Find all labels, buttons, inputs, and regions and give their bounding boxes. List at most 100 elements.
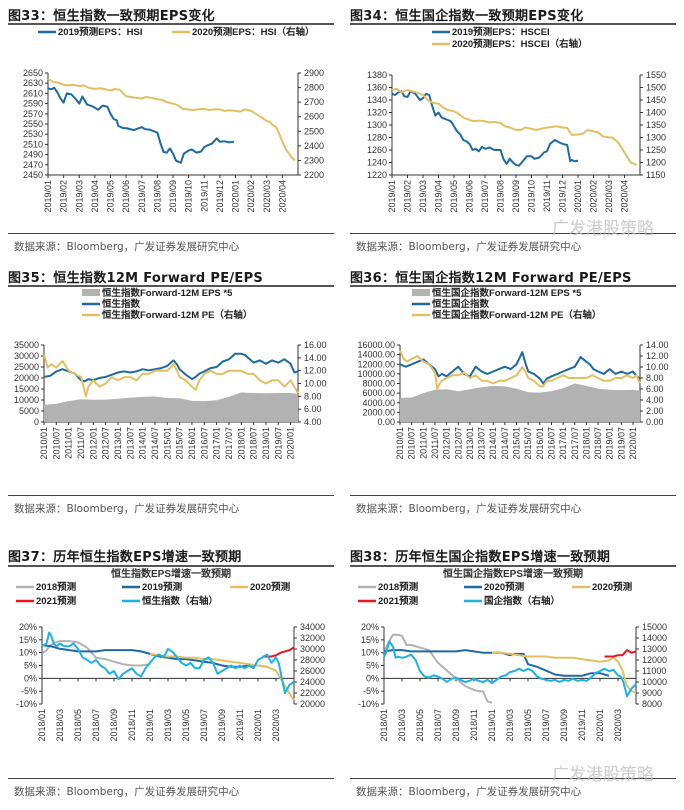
legend-item: 2019预测EPS：HSCEI <box>432 26 550 38</box>
legend-label: 2020预测 <box>484 581 525 593</box>
series-line <box>391 87 638 166</box>
y-tick-label: 1320 <box>367 108 387 118</box>
x-tick-label: 2017/01 <box>558 427 568 460</box>
x-tick-label: 2013/01 <box>465 427 475 460</box>
x-tick-label: 2015/07 <box>175 427 185 460</box>
y-tick-label: 15% <box>19 635 37 645</box>
series-line <box>399 351 641 385</box>
legend-label: 2020预测 <box>250 581 291 593</box>
legend-item: 国企指数（右轴） <box>464 595 560 607</box>
figure-37-panel: 图37：历年恒生指数EPS增速一致预期 恒生指数EPS增速一致预期 2018预测 2… <box>0 540 342 810</box>
x-tick-label: 2015/01 <box>512 427 522 460</box>
y-tick-label: 5% <box>366 661 379 671</box>
chart-fig36: 恒生国企指数Forward-12M EPS *5恒生国企指数恒生国企指数Forw… <box>357 287 669 460</box>
legend-label: 恒生指数Forward-12M EPS *5 <box>102 287 233 299</box>
y-tick-label: 2550 <box>23 119 43 129</box>
y2-tick-label: 16.00 <box>304 340 327 350</box>
x-tick-label: 2019/07 <box>480 180 490 213</box>
x-tick-label: 2019/10 <box>527 180 537 213</box>
x-tick-label: 2017/07 <box>224 427 234 460</box>
x-tick-label: 2020/01 <box>595 709 605 742</box>
y-tick-label: 2530 <box>23 129 43 139</box>
x-tick-label: 2011/07 <box>76 427 86 459</box>
y2-tick-label: 2900 <box>304 68 324 78</box>
source-divider <box>8 495 334 496</box>
x-tick-label: 2019/11 <box>199 180 209 212</box>
y2-tick-label: 1250 <box>646 145 666 155</box>
legend-swatch <box>412 289 430 296</box>
x-tick-label: 2019/12 <box>215 180 225 213</box>
y-tick-label: -10% <box>358 699 379 709</box>
series-line <box>399 350 641 390</box>
y-tick-label: 2630 <box>23 78 43 88</box>
x-tick-label: 2012/07 <box>453 427 463 460</box>
figure-33-panel: 图33：恒生指数一致预期EPS变化 2019预测EPS：HSI 2020预测EPS… <box>0 0 342 258</box>
series-line <box>43 354 299 398</box>
x-tick-label: 2020/01 <box>628 427 638 460</box>
legend-label: 2020预测 <box>592 581 633 593</box>
y-tick-label: 25000 <box>14 362 39 372</box>
y-tick-label: 1380 <box>367 70 387 80</box>
legend-label: 2021预测 <box>378 595 419 607</box>
x-tick-label: 2019/09 <box>217 709 227 742</box>
y2-tick-label: 6.00 <box>646 384 664 394</box>
y2-tick-label: 24000 <box>300 677 325 687</box>
y-tick-label: 14000.00 <box>357 350 395 360</box>
y2-tick-label: 2800 <box>304 83 324 93</box>
legend-item: 2020预测 <box>464 581 525 593</box>
y-tick-label: 1240 <box>367 158 387 168</box>
y2-tick-label: 14.00 <box>646 340 669 350</box>
source-note: 数据来源：Bloomberg，广发证券发展研究中心 <box>356 786 582 798</box>
figure-34-panel: 图34：恒生国企指数一致预期EPS变化 2019预测EPS：HSCEI 2020预… <box>342 0 684 258</box>
x-tick-label: 2019/05 <box>181 709 191 742</box>
y2-tick-label: 1500 <box>646 83 666 93</box>
legend-label: 恒生指数Forward-12M PE（右轴） <box>102 309 252 321</box>
x-tick-label: 2020/02 <box>589 180 599 213</box>
x-tick-label: 2016/01 <box>535 427 545 460</box>
x-tick-label: 2018/03 <box>55 709 65 742</box>
title-divider <box>8 23 334 25</box>
x-tick-label: 2019/07 <box>273 427 283 460</box>
x-tick-label: 2018/09 <box>109 709 119 742</box>
y-tick-label: 4000.00 <box>362 398 395 408</box>
series-line <box>41 644 268 668</box>
legend-item: 恒生指数 <box>82 298 141 310</box>
x-tick-label: 2019/03 <box>505 709 515 742</box>
legend-label: 2019预测 <box>142 581 183 593</box>
legend-item: 2018预测 <box>16 581 77 593</box>
y-tick-label: 15000 <box>14 384 39 394</box>
x-tick-label: 2013/07 <box>125 427 135 460</box>
x-tick-label: 2018/05 <box>73 709 83 742</box>
figure-title: 图36：恒生国企指数12M Forward PE/EPS <box>350 271 632 286</box>
x-tick-label: 2019/05 <box>449 180 459 213</box>
x-tick-label: 2019/04 <box>434 180 444 213</box>
y2-tick-label: 1400 <box>646 108 666 118</box>
chart-fig37: 恒生指数EPS增速一致预期 2018预测 2019预测 2020预测 2021预测 恒生指… <box>16 567 325 742</box>
figure-title: 图38：历年恒生国企指数EPS增速一致预期 <box>350 550 611 565</box>
legend-label: 2020预测EPS：HSCEI（右轴） <box>452 38 588 50</box>
x-tick-label: 2020/03 <box>613 709 623 742</box>
y2-tick-label: 32000 <box>300 633 325 643</box>
x-tick-label: 2018/05 <box>415 709 425 742</box>
legend-label: 恒生指数 <box>102 298 141 310</box>
legend-label: 2020预测EPS：HSI（右轴） <box>192 26 314 38</box>
source-divider <box>8 233 334 234</box>
y-tick-label: 15% <box>361 635 379 645</box>
legend-item: 2019预测 <box>122 581 183 593</box>
source-divider <box>350 495 676 496</box>
y2-tick-label: 1450 <box>646 95 666 105</box>
legend-item: 2021预测 <box>358 595 419 607</box>
y-tick-label: 20% <box>19 622 37 632</box>
source-note: 数据来源：Bloomberg，广发证券发展研究中心 <box>14 786 240 798</box>
y2-tick-label: 22000 <box>300 688 325 698</box>
x-tick-label: 2020/01 <box>253 709 263 742</box>
source-note: 数据来源：Bloomberg，广发证券发展研究中心 <box>14 241 240 253</box>
y2-tick-label: 20000 <box>300 699 325 709</box>
x-tick-label: 2019/05 <box>106 180 116 213</box>
legend-item: 恒生指数Forward-12M PE（右轴） <box>82 309 252 321</box>
chart-subtitle: 恒生国企指数EPS增速一致预期 <box>443 567 583 580</box>
x-tick-label: 2019/11 <box>542 180 552 212</box>
title-divider <box>350 565 676 567</box>
legend-swatch <box>82 289 100 296</box>
y2-tick-label: 10.00 <box>646 362 669 372</box>
